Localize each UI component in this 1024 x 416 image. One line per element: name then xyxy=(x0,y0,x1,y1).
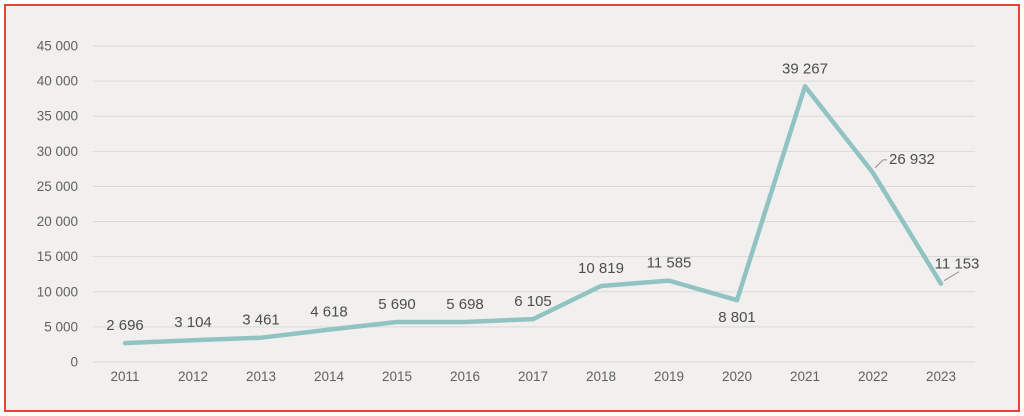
y-axis-tick-label: 30 000 xyxy=(37,144,78,159)
data-label: 5 698 xyxy=(446,296,484,313)
x-axis-tick-label: 2016 xyxy=(450,369,480,384)
frame-border xyxy=(4,4,1020,412)
x-axis-tick-label: 2012 xyxy=(178,369,208,384)
y-axis-tick-label: 35 000 xyxy=(37,109,78,124)
data-label: 26 932 xyxy=(889,151,935,168)
y-axis-tick-label: 40 000 xyxy=(37,74,78,89)
data-label: 10 819 xyxy=(578,260,624,277)
x-axis-tick-label: 2020 xyxy=(722,369,752,384)
series-line xyxy=(122,84,944,346)
data-label: 11 585 xyxy=(647,255,692,272)
x-axis-tick-label: 2021 xyxy=(790,369,820,384)
x-axis-tick-label: 2014 xyxy=(314,369,345,384)
data-label: 2 696 xyxy=(106,317,144,334)
data-label: 5 690 xyxy=(378,296,416,313)
data-label: 8 801 xyxy=(718,309,756,326)
data-label: 4 618 xyxy=(310,304,348,321)
y-axis-tick-label: 15 000 xyxy=(37,249,78,264)
y-axis-tick-label: 20 000 xyxy=(37,214,78,229)
y-axis-tick-label: 5 000 xyxy=(44,319,78,334)
data-label: 11 153 xyxy=(935,256,980,273)
data-label: 39 267 xyxy=(782,60,828,77)
y-axis-tick-label: 45 000 xyxy=(37,39,78,54)
y-axis-tick-label: 25 000 xyxy=(37,179,78,194)
data-label: 3 461 xyxy=(242,312,280,329)
label-leader-line xyxy=(874,159,887,169)
y-axis-tick-label: 0 xyxy=(70,355,78,370)
x-axis-tick-label: 2015 xyxy=(382,369,412,384)
data-label: 6 105 xyxy=(514,293,552,310)
x-axis-tick-label: 2017 xyxy=(518,369,548,384)
x-axis-tick-label: 2022 xyxy=(858,369,888,384)
x-axis-tick-label: 2018 xyxy=(586,369,616,384)
x-axis-tick-label: 2011 xyxy=(110,369,139,384)
x-axis-tick-label: 2023 xyxy=(926,369,956,384)
label-leader-line xyxy=(943,271,960,282)
data-label: 3 104 xyxy=(174,314,212,331)
x-axis-tick-label: 2013 xyxy=(246,369,276,384)
x-axis-tick-label: 2019 xyxy=(654,369,684,384)
y-axis-tick-label: 10 000 xyxy=(37,284,78,299)
